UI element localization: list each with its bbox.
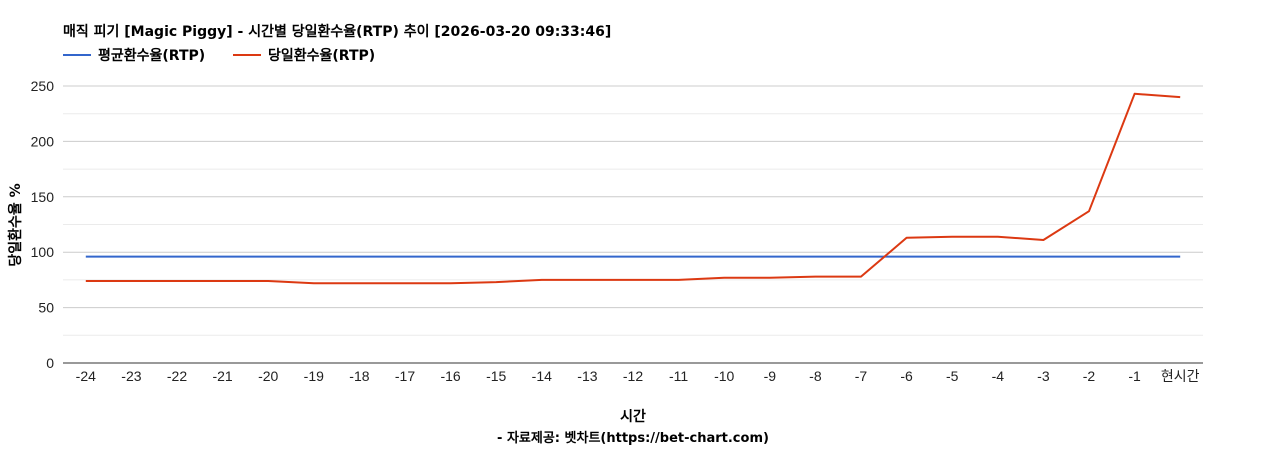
x-tick-label: -10 (714, 368, 734, 384)
x-tick-label: -4 (992, 368, 1005, 384)
x-tick-label: -21 (212, 368, 232, 384)
x-tick-label: -14 (532, 368, 552, 384)
gridlines (63, 85, 1203, 336)
x-tick-label: -23 (121, 368, 141, 384)
x-axis-ticks: -24 -23 -22 -21 -20 -19 -18 -17 -16 -15 -14 -13 -12 -… (76, 368, 1200, 384)
x-tick-label: -8 (809, 368, 822, 384)
series-lines (85, 92, 1181, 285)
x-tick-label: -24 (76, 368, 96, 384)
x-tick-label: -11 (669, 368, 688, 384)
x-tick-label: -6 (900, 368, 913, 384)
x-tick-label: -15 (486, 368, 506, 384)
x-tick-label: -7 (855, 368, 868, 384)
x-tick-label: -2 (1083, 368, 1096, 384)
legend: 평균환수율(RTP) 당일환수율(RTP) (63, 47, 375, 64)
x-tick-label: -9 (764, 368, 777, 384)
x-tick-label: 현시간 (1161, 368, 1200, 384)
y-tick-label: 100 (31, 244, 55, 260)
y-tick-label: 50 (38, 300, 54, 316)
y-axis-title: 당일환수율 % (7, 183, 24, 266)
y-tick-label: 150 (31, 189, 55, 205)
x-tick-label: -12 (623, 368, 643, 384)
y-tick-label: 250 (31, 78, 55, 94)
source-credit: - 자료제공: 벳차트(https://bet-chart.com) (497, 430, 769, 446)
x-tick-label: -22 (167, 368, 187, 384)
x-tick-label: -18 (349, 368, 369, 384)
x-tick-label: -5 (946, 368, 959, 384)
legend-label: 당일환수율(RTP) (268, 47, 375, 64)
x-tick-label: -3 (1037, 368, 1050, 384)
series-line-daily-rtp (85, 92, 1181, 285)
y-tick-label: 0 (46, 355, 54, 371)
chart-title: 매직 피기 [Magic Piggy] - 시간별 당일환수율(RTP) 추이 … (63, 23, 611, 40)
x-tick-label: -1 (1128, 368, 1141, 384)
y-axis-ticks: 0 50 100 150 200 250 (31, 78, 55, 371)
x-tick-label: -17 (395, 368, 415, 384)
x-axis-title: 시간 (620, 408, 646, 425)
x-tick-label: -13 (577, 368, 597, 384)
x-tick-label: -19 (304, 368, 324, 384)
y-tick-label: 200 (31, 133, 55, 149)
x-tick-label: -20 (258, 368, 278, 384)
x-tick-label: -16 (440, 368, 460, 384)
legend-label: 평균환수율(RTP) (98, 47, 205, 64)
